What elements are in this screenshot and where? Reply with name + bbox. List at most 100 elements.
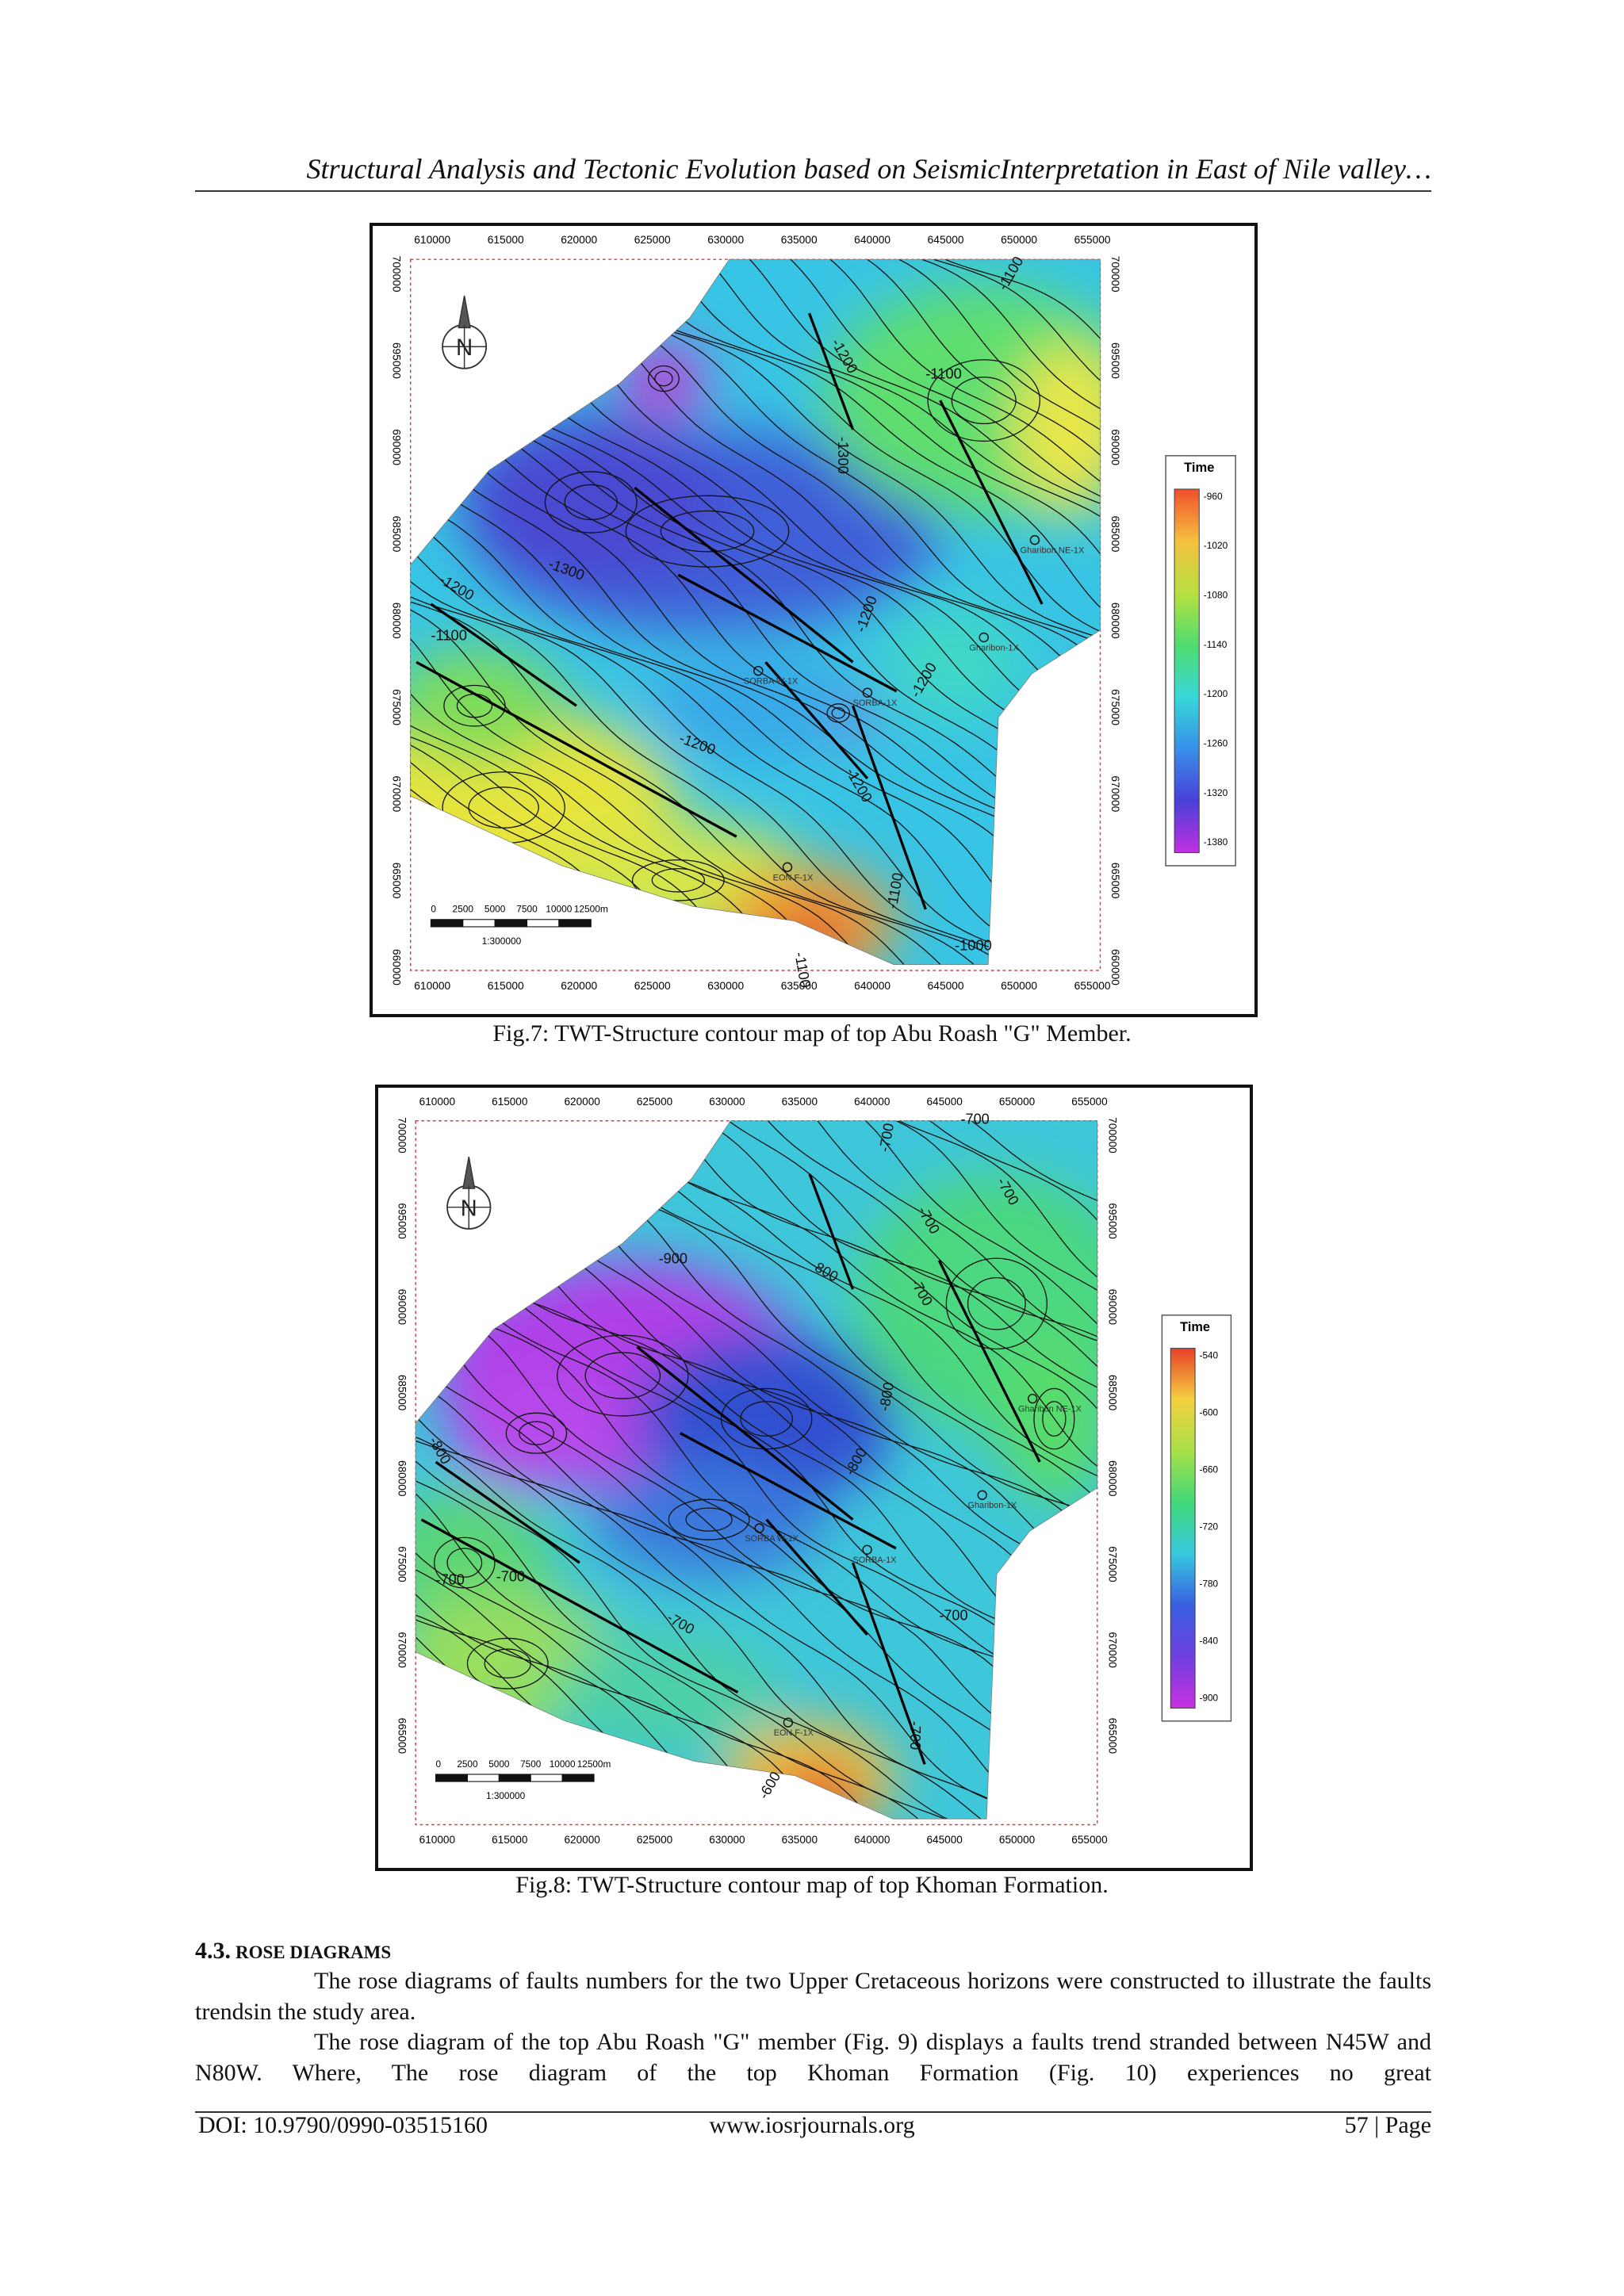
contour-line — [654, 370, 673, 387]
color-zone — [594, 1462, 825, 1578]
scale-ratio: 1:300000 — [482, 936, 522, 947]
contour-line — [416, 1249, 1097, 1820]
scale-segment — [498, 1774, 531, 1782]
y-tick-label: 700000 — [396, 1117, 408, 1154]
x-tick-label: 625000 — [634, 980, 671, 992]
contour-line — [484, 1648, 531, 1678]
well-label: Gharibon NE-1X — [1018, 1404, 1082, 1414]
section-title: ROSE DIAGRAMS — [236, 1942, 392, 1962]
fault-line — [430, 603, 577, 707]
x-tick-label: 655000 — [1074, 234, 1111, 246]
contour-line — [410, 259, 1101, 784]
x-tick-label: 640000 — [854, 980, 891, 992]
well-marker — [862, 1544, 872, 1555]
contour-label: -1000 — [955, 936, 992, 953]
header-rule — [195, 190, 1431, 192]
contour-line — [1033, 1387, 1075, 1450]
y-tick-label: 685000 — [1109, 515, 1121, 552]
contour-line — [945, 1257, 1048, 1350]
x-tick-label: 650000 — [999, 1096, 1036, 1108]
contour-label: -700 — [496, 1569, 525, 1585]
contour-line — [416, 1120, 1097, 1598]
y-tick-label: 675000 — [1106, 1546, 1118, 1582]
contour-line — [416, 1120, 1097, 1687]
scale-segment — [558, 919, 592, 928]
legend-label: -720 — [1200, 1521, 1219, 1532]
y-tick-label: 675000 — [391, 689, 403, 725]
x-tick-label: 645000 — [926, 1834, 963, 1846]
contour-line — [416, 1120, 1097, 1609]
contour-line — [831, 707, 845, 719]
well-marker — [754, 1523, 764, 1533]
scale-label: 7500 — [520, 1759, 542, 1770]
contour-line — [454, 1120, 1097, 1544]
legend-label: -780 — [1200, 1578, 1219, 1589]
color-zone — [649, 655, 853, 757]
x-tick-label: 650000 — [999, 1834, 1036, 1846]
contour-line — [631, 859, 725, 901]
scale-ratio: 1:300000 — [486, 1791, 526, 1801]
y-tick-label: 680000 — [396, 1460, 408, 1497]
contour-line — [478, 259, 1101, 637]
y-tick-label: 665000 — [391, 863, 403, 899]
contour-line — [668, 1498, 750, 1540]
scale-label: 0 — [436, 1759, 442, 1770]
contour-line — [416, 1266, 1097, 1820]
y-tick-label: 685000 — [396, 1375, 408, 1411]
north-label: N — [461, 1196, 477, 1222]
contour-label: -700 — [960, 1111, 989, 1127]
y-tick-label: 670000 — [391, 775, 403, 812]
x-tick-label: 615000 — [488, 980, 524, 992]
footer-site: www.iosrjournals.org — [709, 2112, 915, 2138]
x-tick-label: 610000 — [414, 234, 450, 246]
contour-line — [497, 1120, 1097, 1487]
contour-line — [410, 408, 1101, 965]
x-tick-label: 645000 — [926, 1096, 963, 1108]
map-area — [410, 259, 1101, 965]
contour-label: -900 — [659, 1250, 688, 1266]
figure-caption: Fig.7: TWT-Structure contour map of top … — [492, 1020, 1132, 1047]
x-tick-label: 610000 — [419, 1096, 456, 1108]
contour-line — [416, 1312, 1097, 1820]
legend-label: -660 — [1200, 1464, 1219, 1475]
contour-line — [519, 1421, 554, 1445]
well-label: SORBA-1X — [853, 698, 898, 708]
contour-line — [410, 259, 1101, 830]
y-tick-label: 665000 — [396, 1718, 408, 1755]
contour-line — [422, 1120, 1097, 1596]
scale-segment — [494, 919, 528, 928]
scale-label: 2500 — [453, 904, 474, 915]
color-zone — [450, 1376, 623, 1491]
contour-line — [410, 511, 1088, 965]
contour-line — [410, 259, 1101, 770]
contour-line — [416, 1120, 1097, 1627]
y-tick-label: 690000 — [391, 429, 403, 465]
contour-line — [410, 379, 1101, 965]
scale-label: 5000 — [485, 904, 506, 915]
section-number: 4.3. — [195, 1938, 231, 1964]
contour-line — [564, 484, 618, 521]
scale-segment — [466, 1774, 500, 1782]
contour-line — [951, 377, 1017, 425]
y-tick-label: 700000 — [391, 256, 403, 293]
contour-line — [486, 259, 1101, 619]
x-tick-label: 640000 — [854, 1096, 891, 1108]
legend-label: -600 — [1200, 1407, 1219, 1418]
x-tick-label: 655000 — [1074, 980, 1111, 992]
well-label: Gharibon-1X — [969, 644, 1019, 653]
legend-label: -1200 — [1204, 688, 1228, 699]
fault-line — [636, 1345, 854, 1521]
x-tick-label: 650000 — [1001, 234, 1037, 246]
fault-line — [680, 1432, 897, 1550]
scale-label: 10000 — [550, 1759, 576, 1770]
legend-label: -1260 — [1204, 738, 1228, 749]
y-tick-label: 695000 — [1106, 1203, 1118, 1239]
x-tick-label: 645000 — [928, 980, 964, 992]
contour-line — [433, 259, 1101, 708]
y-tick-label: 680000 — [1109, 603, 1121, 639]
contour-line — [416, 1120, 1097, 1640]
legend-label: -1080 — [1204, 589, 1228, 600]
x-tick-label: 630000 — [707, 234, 744, 246]
contour-line — [451, 259, 1101, 691]
fault-line — [851, 1562, 926, 1765]
